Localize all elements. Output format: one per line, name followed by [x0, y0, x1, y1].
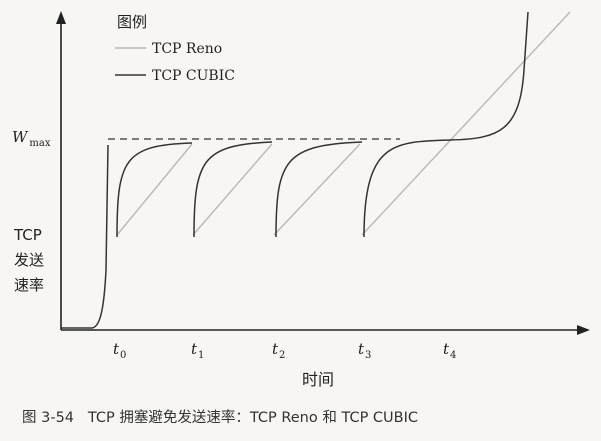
- reno-segment-2: [192, 143, 273, 236]
- y-axis-arrow: [56, 11, 66, 24]
- x-tick-subscript: 0: [120, 350, 126, 361]
- x-axis-arrow: [577, 325, 590, 335]
- x-tick-subscript: 4: [450, 350, 456, 361]
- x-tick-label-t1: t1: [191, 340, 204, 361]
- x-tick-base: t: [113, 340, 120, 358]
- x-tick-label-t4: t4: [443, 340, 456, 361]
- reno-segment-3: [273, 143, 361, 236]
- x-tick-labels: t0 t1 t2 t3 t4: [113, 340, 456, 361]
- x-tick-subscript: 2: [279, 350, 285, 361]
- ylabel-line-2: 发送: [14, 251, 44, 269]
- x-tick-subscript: 1: [198, 350, 204, 361]
- wmax-subscript: max: [29, 138, 50, 149]
- series-tcp-cubic: [61, 11, 529, 329]
- x-tick-label-t0: t0: [113, 340, 126, 361]
- x-tick-label-t3: t3: [358, 340, 371, 361]
- figure-caption: 图 3-54 TCP 拥塞避免发送速率：TCP Reno 和 TCP CUBIC: [22, 408, 418, 426]
- x-tick-base: t: [443, 340, 450, 358]
- reno-segment-1: [116, 143, 193, 236]
- cubic-epoch-4: [363, 11, 529, 238]
- cubic-epoch-1: [116, 142, 193, 238]
- x-tick-base: t: [358, 340, 365, 358]
- reno-segment-4: [361, 11, 571, 236]
- x-axis-label: 时间: [302, 370, 334, 389]
- legend-label-reno: TCP Reno: [152, 41, 222, 57]
- wmax-base: W: [12, 128, 29, 146]
- cubic-epoch-2: [193, 141, 273, 238]
- x-tick-base: t: [272, 340, 279, 358]
- x-tick-label-t2: t2: [272, 340, 285, 361]
- cubic-epoch-3: [275, 141, 363, 238]
- legend-label-cubic: TCP CUBIC: [152, 68, 235, 84]
- legend-title: 图例: [117, 13, 147, 31]
- x-tick-subscript: 3: [365, 350, 371, 361]
- series-tcp-reno: [116, 11, 571, 236]
- ylabel-line-1: TCP: [13, 226, 42, 244]
- x-tick-base: t: [191, 340, 198, 358]
- cubic-slow-start: [61, 144, 109, 329]
- ylabel-line-3: 速率: [14, 276, 44, 294]
